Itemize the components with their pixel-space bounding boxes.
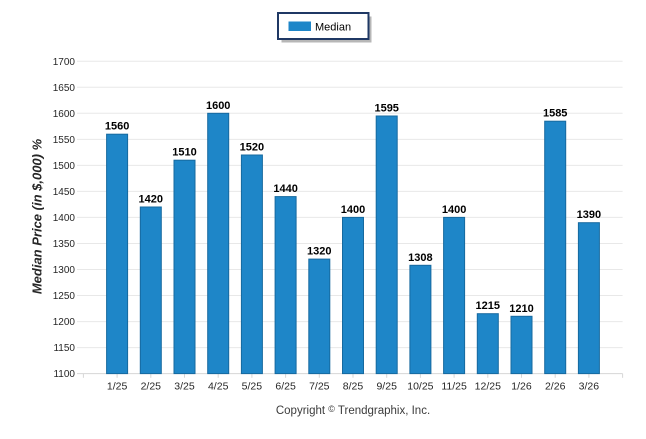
svg-text:1600: 1600 [53,109,76,120]
svg-text:1100: 1100 [53,369,75,380]
svg-text:1520: 1520 [240,142,264,154]
svg-text:1440: 1440 [273,183,297,195]
svg-text:1350: 1350 [53,239,76,250]
svg-text:Median Price (in $,000) %: Median Price (in $,000) % [30,138,45,294]
svg-text:1400: 1400 [442,204,466,216]
svg-text:8/25: 8/25 [343,381,364,393]
svg-text:10/25: 10/25 [407,381,433,393]
svg-text:1215: 1215 [476,300,500,312]
svg-text:1400: 1400 [53,213,76,224]
svg-text:1560: 1560 [105,121,129,133]
svg-text:1700: 1700 [53,57,76,68]
svg-text:1/25: 1/25 [107,381,128,393]
svg-text:1/26: 1/26 [511,381,532,393]
svg-text:7/25: 7/25 [309,381,330,393]
svg-text:12/25: 12/25 [475,381,501,393]
svg-text:1450: 1450 [53,187,76,198]
svg-text:1500: 1500 [53,161,76,172]
svg-text:4/25: 4/25 [208,381,229,393]
svg-text:11/25: 11/25 [441,381,467,393]
svg-text:3/25: 3/25 [174,381,195,393]
svg-text:1320: 1320 [307,246,331,258]
svg-text:1250: 1250 [53,291,76,302]
svg-text:1650: 1650 [53,83,76,94]
svg-text:1390: 1390 [577,209,601,221]
svg-text:5/25: 5/25 [242,381,263,393]
svg-text:1595: 1595 [374,103,398,115]
svg-text:1308: 1308 [408,252,432,264]
svg-text:1400: 1400 [341,204,365,216]
svg-text:1600: 1600 [206,100,230,112]
svg-text:1200: 1200 [53,317,76,328]
svg-text:2/26: 2/26 [545,381,566,393]
svg-text:Median: Median [315,22,351,34]
svg-text:1585: 1585 [543,108,567,120]
svg-text:9/25: 9/25 [376,381,397,393]
svg-text:1210: 1210 [509,303,533,315]
svg-text:1510: 1510 [172,147,196,159]
svg-text:1550: 1550 [53,135,76,146]
svg-text:1300: 1300 [53,265,76,276]
svg-text:3/26: 3/26 [579,381,600,393]
svg-text:Copyright © Trendgraphix, Inc.: Copyright © Trendgraphix, Inc. [276,404,430,417]
svg-text:1420: 1420 [139,194,163,206]
svg-text:1150: 1150 [53,343,75,354]
svg-text:6/25: 6/25 [275,381,296,393]
svg-text:2/25: 2/25 [141,381,162,393]
